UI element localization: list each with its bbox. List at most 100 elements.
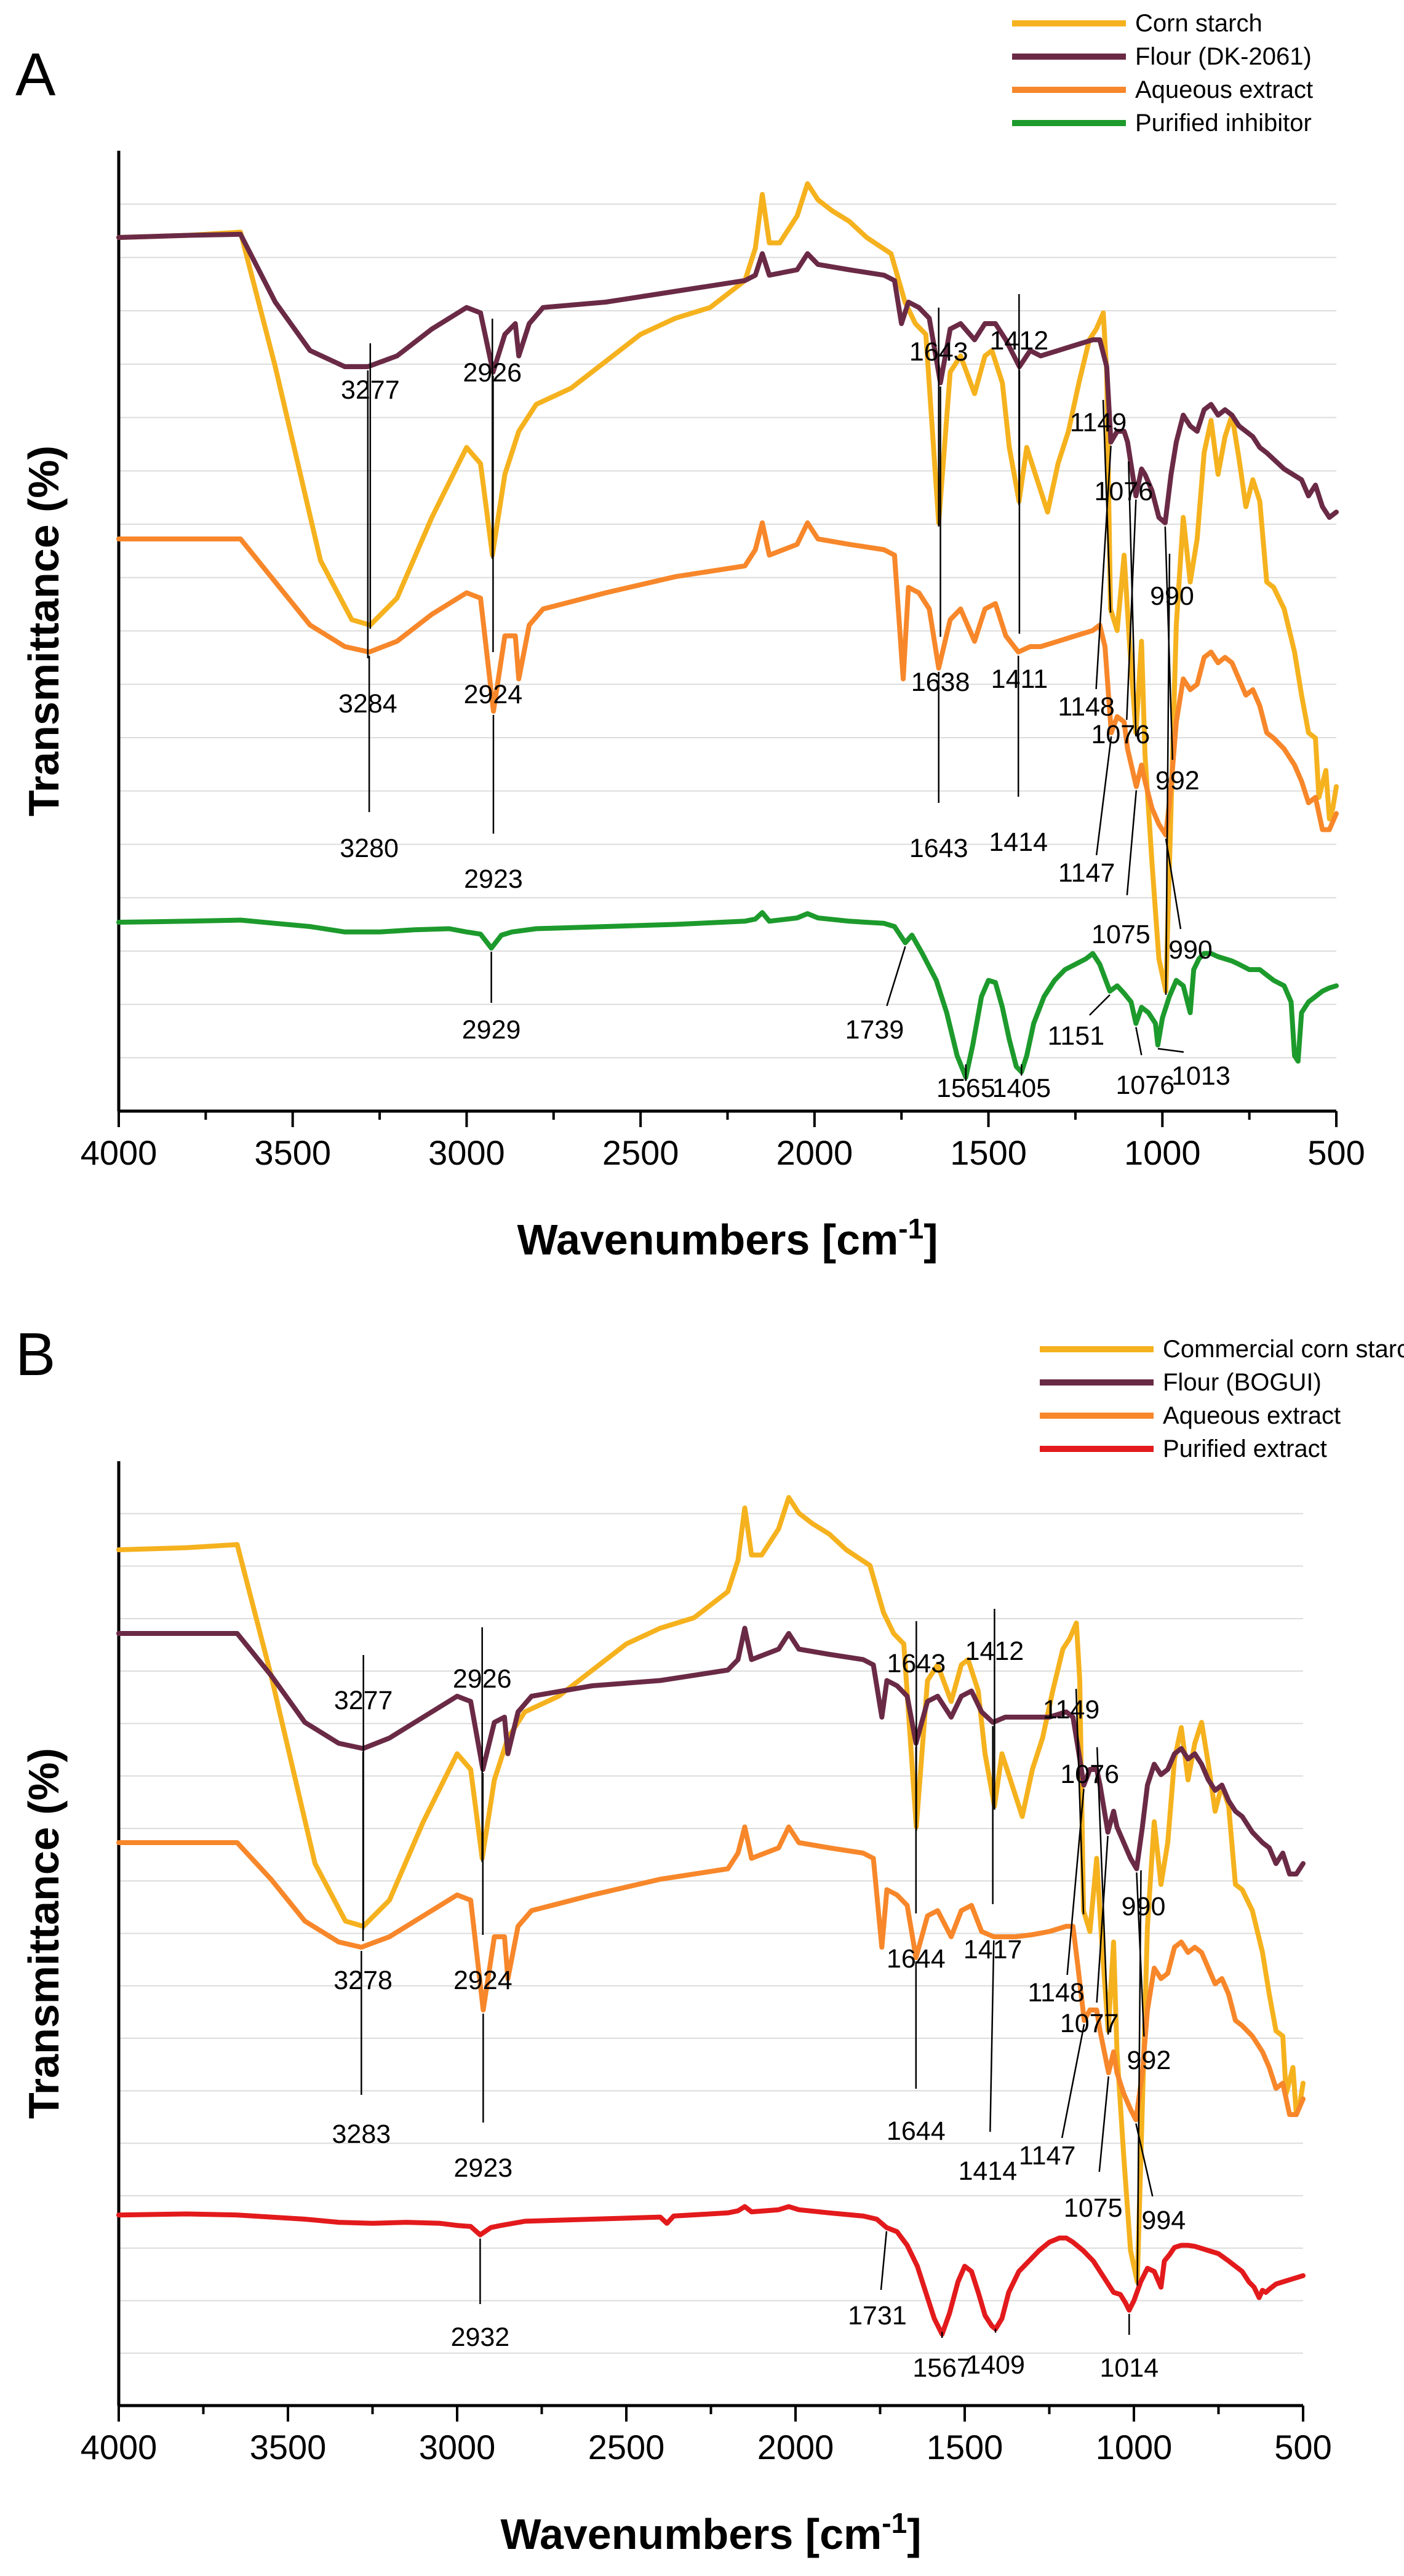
peak-label: 1149 [1070, 408, 1127, 437]
series-line-1 [116, 1625, 1306, 1876]
peak-leader-line [1136, 1872, 1145, 2037]
legend-label: Purified inhibitor [1135, 110, 1312, 137]
peak-label: 2923 [454, 2153, 513, 2183]
peak-leader-line [1061, 2024, 1085, 2139]
peak-annotations: 3277 2926 1643 1412 1149 1076 990 3278 2924 1644 1… [332, 1609, 1186, 2383]
x-ticks: 4000 3500 3000 2500 2000 1500 1000 500 [81, 2406, 1332, 2466]
peak-leader-line [1135, 1027, 1143, 1056]
peak-label: 990 [1122, 1892, 1166, 1921]
peak-leader-line [1096, 1835, 1109, 2003]
x-tick-label: 2000 [757, 2428, 834, 2466]
peak-label: 994 [1141, 2206, 1186, 2235]
x-tick-label: 1500 [950, 1133, 1027, 1172]
gridlines [119, 1513, 1303, 2354]
peak-label: 2924 [453, 1966, 513, 1995]
peak-label: 1409 [966, 2350, 1025, 2380]
x-tick-label: 2000 [776, 1133, 853, 1172]
legend-label: Aqueous extract [1135, 76, 1313, 103]
legend: Commercial corn starch Flour (BOGUI) Aqueo… [1040, 1336, 1404, 1462]
peak-label: 1077 [1060, 2009, 1119, 2038]
y-axis-title: Transmittance (%) [20, 445, 68, 816]
peak-label: 3284 [338, 689, 397, 719]
peak-leader-line [1135, 2123, 1154, 2197]
peak-label: 2924 [464, 680, 523, 709]
x-tick-label: 4000 [81, 1133, 158, 1172]
x-ticks: 4000 3500 3000 2500 2000 1500 1000 500 [81, 1111, 1365, 1172]
legend-label: Flour (DK-2061) [1135, 43, 1312, 70]
peak-label: 990 [1168, 935, 1213, 965]
peak-label: 1414 [989, 827, 1048, 857]
peak-label: 2932 [451, 2323, 510, 2352]
peak-label: 1644 [887, 2116, 946, 2146]
x-tick-label: 2500 [588, 2428, 665, 2466]
peak-leader-line [886, 946, 906, 1007]
peak-label: 2929 [462, 1015, 521, 1045]
peak-label: 1565 [936, 1074, 995, 1103]
peak-leader-line [1095, 736, 1112, 856]
peak-label: 1147 [1058, 858, 1115, 888]
peak-label: 1567 [912, 2353, 971, 2383]
panel-a: A 4000 3500 3000 2500 2000 1500 1000 500 Wavenumb… [15, 10, 1365, 1264]
peak-label: 992 [1127, 2046, 1171, 2075]
peak-label: 1076 [1091, 720, 1150, 749]
peak-label: 3280 [340, 834, 399, 863]
peak-label: 1731 [848, 2301, 907, 2331]
peak-leader-line [1089, 994, 1111, 1016]
peak-label: 1075 [1064, 2193, 1123, 2223]
series-line-1 [116, 231, 1339, 525]
peak-leader-line [1066, 1788, 1085, 1976]
series-group [116, 181, 1339, 1080]
peak-label: 1739 [845, 1015, 904, 1045]
peak-leader-line [1165, 839, 1182, 930]
x-tick-label: 500 [1307, 1133, 1365, 1172]
x-tick-label: 3000 [428, 1133, 505, 1172]
peak-label: 1149 [1043, 1695, 1099, 1725]
peak-label: 1013 [1171, 1061, 1230, 1091]
x-tick-label: 1500 [927, 2428, 1003, 2466]
peak-leader-line [1126, 499, 1137, 720]
peak-label: 1643 [887, 1649, 946, 1678]
peak-label: 1412 [965, 1637, 1024, 1666]
peak-label: 1075 [1091, 920, 1151, 949]
peak-leader-line [1075, 1688, 1085, 1915]
peak-label: 1643 [909, 337, 968, 367]
x-tick-label: 2500 [602, 1133, 679, 1172]
peak-leader-line [1098, 2076, 1109, 2172]
x-tick-label: 3500 [250, 2428, 327, 2466]
x-tick-label: 3500 [254, 1133, 331, 1172]
peak-label: 1014 [1099, 2353, 1159, 2383]
peak-leader-line [1164, 526, 1174, 760]
x-tick-label: 1000 [1124, 1133, 1201, 1172]
peak-label: 1151 [1048, 1021, 1104, 1051]
x-tick-label: 500 [1274, 2428, 1331, 2466]
peak-leader-line [1095, 445, 1112, 690]
series-line-2 [116, 520, 1339, 838]
x-tick-label: 4000 [81, 2428, 158, 2466]
legend-label: Aqueous extract [1163, 1402, 1341, 1429]
series-line-0 [116, 181, 1339, 994]
series-line-3 [116, 910, 1339, 1080]
series-line-3 [116, 2204, 1306, 2337]
peak-label: 1638 [911, 668, 970, 697]
series-line-0 [116, 1495, 1306, 2284]
peak-label: 3277 [341, 375, 400, 405]
peak-label: 992 [1155, 766, 1200, 796]
series-line-2 [116, 1824, 1306, 2123]
peak-label: 3278 [333, 1966, 393, 1995]
peak-label: 990 [1150, 581, 1194, 611]
legend-label: Flour (BOGUI) [1163, 1369, 1322, 1396]
legend-label: Purified extract [1163, 1435, 1327, 1462]
peak-leader-line [1126, 790, 1138, 896]
peak-label: 1147 [1019, 2141, 1075, 2171]
x-axis-title: Wavenumbers [cm-1] [500, 2507, 921, 2558]
panel-b: B 4000 3500 3000 2500 2000 1500 1000 500 Wavenumb… [15, 1320, 1404, 2558]
peak-label: 1412 [989, 326, 1048, 356]
panel-letter: A [15, 41, 56, 108]
legend: Corn starch Flour (DK-2061) Aqueous extrac… [1012, 10, 1313, 137]
series-group [116, 1495, 1306, 2337]
legend-label: Commercial corn starch [1163, 1336, 1404, 1363]
peak-label: 2926 [453, 1664, 512, 1694]
peak-label: 1148 [1027, 1978, 1084, 2008]
peak-label: 1076 [1115, 1071, 1175, 1100]
x-tick-label: 3000 [419, 2428, 496, 2466]
